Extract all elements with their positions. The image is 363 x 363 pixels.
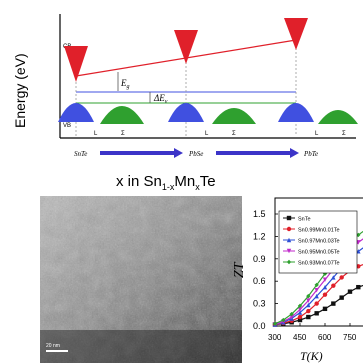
y-tick-label: 1.5 xyxy=(253,209,266,219)
eg-label: Eg xyxy=(120,78,130,90)
legend-label: SnTe xyxy=(298,217,311,223)
vb-sigma-band-3 xyxy=(318,110,358,124)
x-tick-label: 450 xyxy=(293,333,307,342)
kpoint-label-5: L xyxy=(315,131,319,137)
y-tick-label: 0.9 xyxy=(253,254,266,264)
vb-l-band-3 xyxy=(278,103,314,122)
series-marker xyxy=(314,287,319,293)
legend-label: Sn0.95Mn0.05Te xyxy=(298,250,340,256)
series-marker xyxy=(322,292,328,297)
series-marker xyxy=(314,282,319,288)
kpoint-label-2: Σ xyxy=(121,131,125,137)
legend-label: Sn0.97Mn0.03Te xyxy=(298,239,340,245)
tem-scale-bar xyxy=(46,350,68,352)
series-marker xyxy=(286,237,292,243)
vb-l-band-2 xyxy=(168,103,204,122)
series-marker xyxy=(286,259,292,265)
series-marker xyxy=(306,302,311,308)
x-tick-label: 600 xyxy=(318,333,332,342)
series-label-snte: SnTe xyxy=(74,150,87,158)
series-marker xyxy=(297,307,303,312)
composition-label: x in Sn1-xMnxTe xyxy=(116,173,216,192)
plot-frame xyxy=(274,197,363,327)
band-structure-panel: Energy (eV) CB VB Eg ΔEv xyxy=(12,14,358,158)
legend-label: Sn0.99Mn0.01Te xyxy=(298,228,340,234)
series-marker xyxy=(272,321,278,326)
legend-box xyxy=(278,210,358,274)
series-marker xyxy=(314,311,319,316)
vb-sigma-band-2 xyxy=(212,108,256,124)
cb-band-1 xyxy=(64,46,88,82)
series-marker xyxy=(289,311,294,317)
tem-image xyxy=(40,196,242,363)
series-marker xyxy=(356,284,361,290)
legend-label: Sn0.93Mn0.07Te xyxy=(298,261,340,267)
y-axis-label-energy: Energy (eV) xyxy=(12,53,28,128)
series-marker xyxy=(306,298,311,303)
series-marker xyxy=(306,308,311,314)
kpoint-label-1: L xyxy=(94,131,98,137)
series-marker xyxy=(297,314,303,320)
series-marker xyxy=(281,317,286,323)
series-marker xyxy=(331,283,336,288)
vb-l-band-1 xyxy=(58,103,94,122)
y-tick-label: 0.6 xyxy=(253,276,266,286)
series-marker xyxy=(331,301,336,306)
kpoint-label-3: L xyxy=(205,131,209,137)
series-marker xyxy=(322,306,328,312)
y-tick-label: 0.0 xyxy=(253,321,266,331)
kpoint-label-6: Σ xyxy=(342,131,346,137)
y-tick-label: 1.2 xyxy=(253,231,266,241)
series-marker xyxy=(297,310,303,315)
series-marker xyxy=(331,275,336,280)
arrow-snte-to-pbse xyxy=(100,148,183,158)
series-marker xyxy=(339,295,344,300)
delta-ev-label: ΔEv xyxy=(153,93,168,105)
series-marker xyxy=(322,277,328,282)
chart-xlabel: T(K) xyxy=(300,349,323,363)
zt-chart: ZT T(K) 1.51.20.90.60.30.03004506007509C… xyxy=(232,197,363,363)
series-marker xyxy=(286,215,292,221)
series-marker xyxy=(347,289,353,294)
series-label-pbse: PbSe xyxy=(188,150,203,158)
series-marker xyxy=(289,314,294,320)
kpoint-label-4: Σ xyxy=(232,131,236,137)
arrow-pbse-to-pbte xyxy=(216,148,299,158)
series-marker xyxy=(286,248,292,254)
series-marker xyxy=(306,293,311,299)
cb-band-2 xyxy=(174,30,198,64)
series-marker xyxy=(314,301,319,306)
series-label-pbte: PbTe xyxy=(303,150,318,158)
vb-label: VB xyxy=(63,123,71,129)
series-marker xyxy=(314,293,319,299)
cb-band-3 xyxy=(284,18,308,50)
x-tick-label: 750 xyxy=(343,333,357,342)
chart-ylabel: ZT xyxy=(232,261,247,278)
vb-sigma-band-1 xyxy=(100,106,144,124)
series-marker xyxy=(297,317,303,323)
x-tick-label: 300 xyxy=(268,333,282,342)
series-marker xyxy=(286,226,292,232)
series-marker xyxy=(297,303,303,309)
series-marker xyxy=(306,314,311,320)
y-tick-label: 0.3 xyxy=(253,299,266,309)
series-marker xyxy=(322,284,328,290)
series-marker xyxy=(339,275,344,280)
tem-scale-label: 20 nm xyxy=(46,343,60,349)
